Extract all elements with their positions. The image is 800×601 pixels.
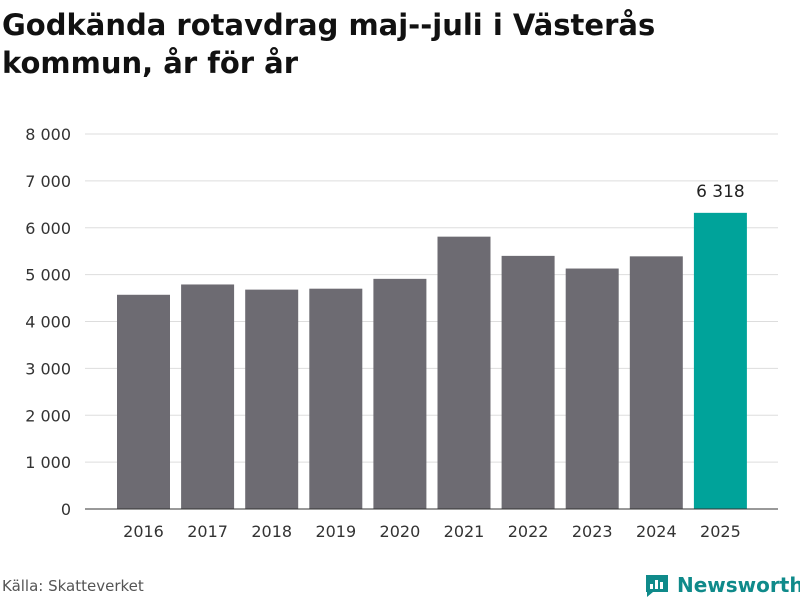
newsworthy-logo-icon [646, 575, 668, 597]
data-labels: 6 318 [696, 182, 745, 202]
y-tick-label: 5 000 [25, 266, 71, 285]
bar-2025 [693, 212, 747, 509]
data-label: 6 318 [696, 182, 745, 202]
bar-2024 [629, 256, 683, 509]
y-tick-label: 7 000 [25, 172, 71, 191]
bar-2020 [373, 278, 427, 509]
x-tick-label: 2016 [123, 522, 164, 541]
x-axis-ticks: 2016 2017 2018 2019 2020 2021 2022 2023 2024 2025 [123, 522, 741, 541]
bar-2016 [117, 294, 170, 509]
x-tick-label: 2020 [380, 522, 421, 541]
bar-2019 [309, 288, 363, 509]
y-tick-label: 2 000 [25, 406, 71, 425]
y-tick-label: 1 000 [25, 453, 71, 472]
y-tick-label: 3 000 [25, 359, 71, 378]
bar-2017 [181, 284, 235, 509]
source-note: Källa: Skatteverket [2, 577, 144, 595]
y-tick-label: 6 000 [25, 219, 71, 238]
bar-2023 [565, 268, 619, 509]
x-tick-label: 2017 [187, 522, 228, 541]
y-axis-ticks: 0 1 000 2 000 3 000 4 000 5 000 6 000 7 000 8 00… [25, 125, 71, 519]
y-tick-label: 0 [61, 500, 71, 519]
bars [117, 212, 747, 509]
x-tick-label: 2024 [636, 522, 677, 541]
brand-logo: Newsworthy [644, 569, 800, 601]
bar-2021 [437, 236, 491, 509]
brand-name: Newsworthy [677, 573, 800, 597]
x-tick-label: 2018 [251, 522, 292, 541]
y-tick-label: 8 000 [25, 125, 71, 144]
x-tick-label: 2022 [508, 522, 549, 541]
x-tick-label: 2023 [572, 522, 613, 541]
bar-2022 [501, 255, 555, 509]
x-tick-label: 2019 [315, 522, 356, 541]
x-tick-label: 2025 [700, 522, 741, 541]
y-tick-label: 4 000 [25, 313, 71, 332]
bar-2018 [245, 289, 299, 509]
x-tick-label: 2021 [444, 522, 485, 541]
chart-title: Godkända rotavdrag maj--juli i Västerås … [2, 8, 656, 80]
